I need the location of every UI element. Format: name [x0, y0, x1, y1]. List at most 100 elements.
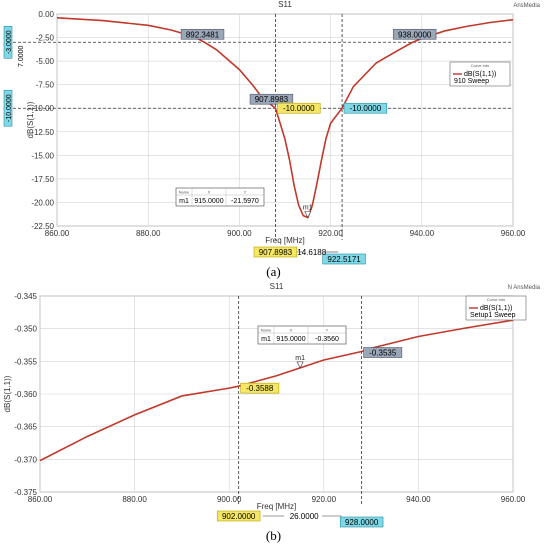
y-tick-label: -17.50	[31, 175, 54, 184]
x-axis-title: Freq [MHz]	[257, 502, 297, 511]
point-label-a-3-box	[277, 102, 321, 114]
x-tick-label: 960.00	[501, 229, 526, 238]
marker-table-header: Y	[326, 328, 329, 333]
point-label-a-0-box	[180, 28, 225, 40]
y-tick-label: -15.00	[31, 151, 54, 160]
legend-series-name: dB(S(1,1))	[480, 305, 512, 312]
chart-title: S11	[270, 282, 284, 291]
series-line	[39, 319, 514, 462]
x-tick-label: 900.00	[227, 229, 252, 238]
y-tick-label: -7.50	[36, 81, 55, 90]
legend-box	[449, 61, 511, 87]
x-tick-label: 960.00	[501, 495, 526, 504]
vline-label-a-0-box	[253, 246, 298, 258]
vline-label-b-1: 928.0000	[345, 518, 379, 527]
y-tick-label: -2.50	[36, 34, 55, 43]
marker-table-cell: m1	[179, 198, 189, 205]
delta-label-b: 26.0000	[290, 512, 319, 521]
x-tick-label: 920.00	[318, 229, 343, 238]
marker-table-cell: -21.5970	[231, 198, 259, 205]
y-tick-label: -0.375	[14, 488, 37, 497]
x-tick-label: 940.00	[406, 495, 431, 504]
y-tick-label: -22.50	[31, 222, 54, 231]
point-label-a-4-box	[343, 102, 388, 114]
x-tick-label: 880.00	[122, 495, 147, 504]
y-tick-label: -0.355	[14, 357, 37, 366]
vline-label-b-0-box	[216, 510, 261, 522]
vline-label-a-1: 922.5171	[327, 255, 361, 264]
y-axis-title: dB(S(1,1))	[3, 375, 12, 412]
y-tick-label: -10.00	[31, 104, 54, 113]
point-label-a-1: 938.0000	[398, 30, 432, 39]
point-label-a-3: -10.0000	[283, 104, 315, 113]
y-tick-label: -0.365	[14, 423, 37, 432]
x-tick-label: 880.00	[136, 229, 161, 238]
marker-table-cell: -0.3560	[315, 336, 339, 343]
marker-table-header: X	[290, 328, 293, 333]
marker-triangle	[296, 361, 304, 369]
x-tick-label: 940.00	[410, 229, 435, 238]
legend-title: Curve Info	[471, 63, 490, 68]
plot-area	[56, 13, 514, 227]
point-label-a-1-box	[392, 28, 437, 40]
x-tick-label: 860.00	[45, 229, 70, 238]
marker-triangle	[304, 211, 312, 219]
point-label-b-1: -0.3535	[369, 349, 397, 358]
marker-table-header: Y	[244, 190, 247, 195]
y-tick-label: -0.350	[14, 325, 37, 334]
chart-a: S11 AnsMedia 860.00 880.00 900.00 920.00 940.0…	[8, 0, 541, 245]
hline-label-a-0r-group: 7.0000	[18, 45, 25, 67]
y-tick-label: -0.345	[14, 292, 37, 301]
chart-b: S11 N AnsMedia 860.00 880.00 900.00 920.00 940…	[3, 282, 541, 511]
x-tick-label: 860.00	[28, 495, 53, 504]
vline-label-b-1-box	[339, 516, 384, 528]
y-tick-label: -20.00	[31, 198, 54, 207]
x-tick-label: 900.00	[217, 495, 242, 504]
caption-b: (b)	[265, 528, 282, 543]
series-line	[56, 16, 514, 219]
caption-a: (a)	[266, 264, 281, 279]
hline-label-a-0: -3.0000	[6, 30, 13, 54]
y-tick-label: -5.00	[36, 57, 55, 66]
legend-title: Curve Info	[487, 297, 506, 302]
hline-label-a-1: -10.0000	[6, 94, 13, 122]
marker-table-cell: m1	[261, 336, 271, 343]
delta-label-a: 14.6188	[297, 248, 326, 257]
y-axis-title: dB(S(1,1))	[26, 101, 35, 138]
marker-table-header: X	[208, 190, 211, 195]
hline-label-a-1-group: -10.0000	[3, 89, 13, 127]
marker-table	[175, 187, 265, 207]
marker-table-header: Name	[261, 328, 272, 333]
legend-series-name: dB(S(1,1))	[464, 71, 496, 78]
marker-table-cell: 915.0000	[194, 198, 223, 205]
hline-label-a-0-box	[3, 25, 13, 59]
corner-label: N AnsMedia	[508, 285, 541, 291]
point-label-b-0-box	[240, 382, 280, 394]
marker-table	[257, 325, 347, 345]
marker-table-cell: 915.0000	[276, 336, 305, 343]
y-tick-label: 0.00	[38, 10, 54, 19]
marker-label: m1	[295, 355, 305, 362]
legend-series-sub: 910 Sweep	[454, 78, 489, 85]
legend-series-sub: Setup1 Sweep	[470, 312, 516, 319]
y-tick-label: -0.360	[14, 390, 37, 399]
vline-label-a-0: 907.8983	[259, 248, 293, 257]
marker-table-header: Name	[179, 190, 190, 195]
point-label-a-2-box	[249, 93, 294, 105]
x-tick-label: 920.00	[312, 495, 337, 504]
hline-label-a-0-group: -3.0000	[3, 25, 13, 59]
vline-label-b-0: 902.0000	[222, 512, 256, 521]
point-label-a-2: 907.8983	[255, 95, 289, 104]
hline-label-a-0-right: 7.0000	[18, 45, 25, 67]
x-axis-title: Freq [MHz]	[265, 236, 305, 245]
hline-label-a-1-box	[3, 89, 13, 127]
y-tick-label: -0.370	[14, 455, 37, 464]
chart-title: S11	[278, 0, 292, 9]
point-label-a-0: 892.3481	[186, 30, 220, 39]
point-label-b-0: -0.3588	[246, 384, 274, 393]
corner-label: AnsMedia	[513, 3, 540, 9]
point-label-b-1-box	[363, 347, 403, 358]
vline-label-a-1-box	[322, 253, 366, 265]
marker-label: m1	[303, 204, 313, 211]
